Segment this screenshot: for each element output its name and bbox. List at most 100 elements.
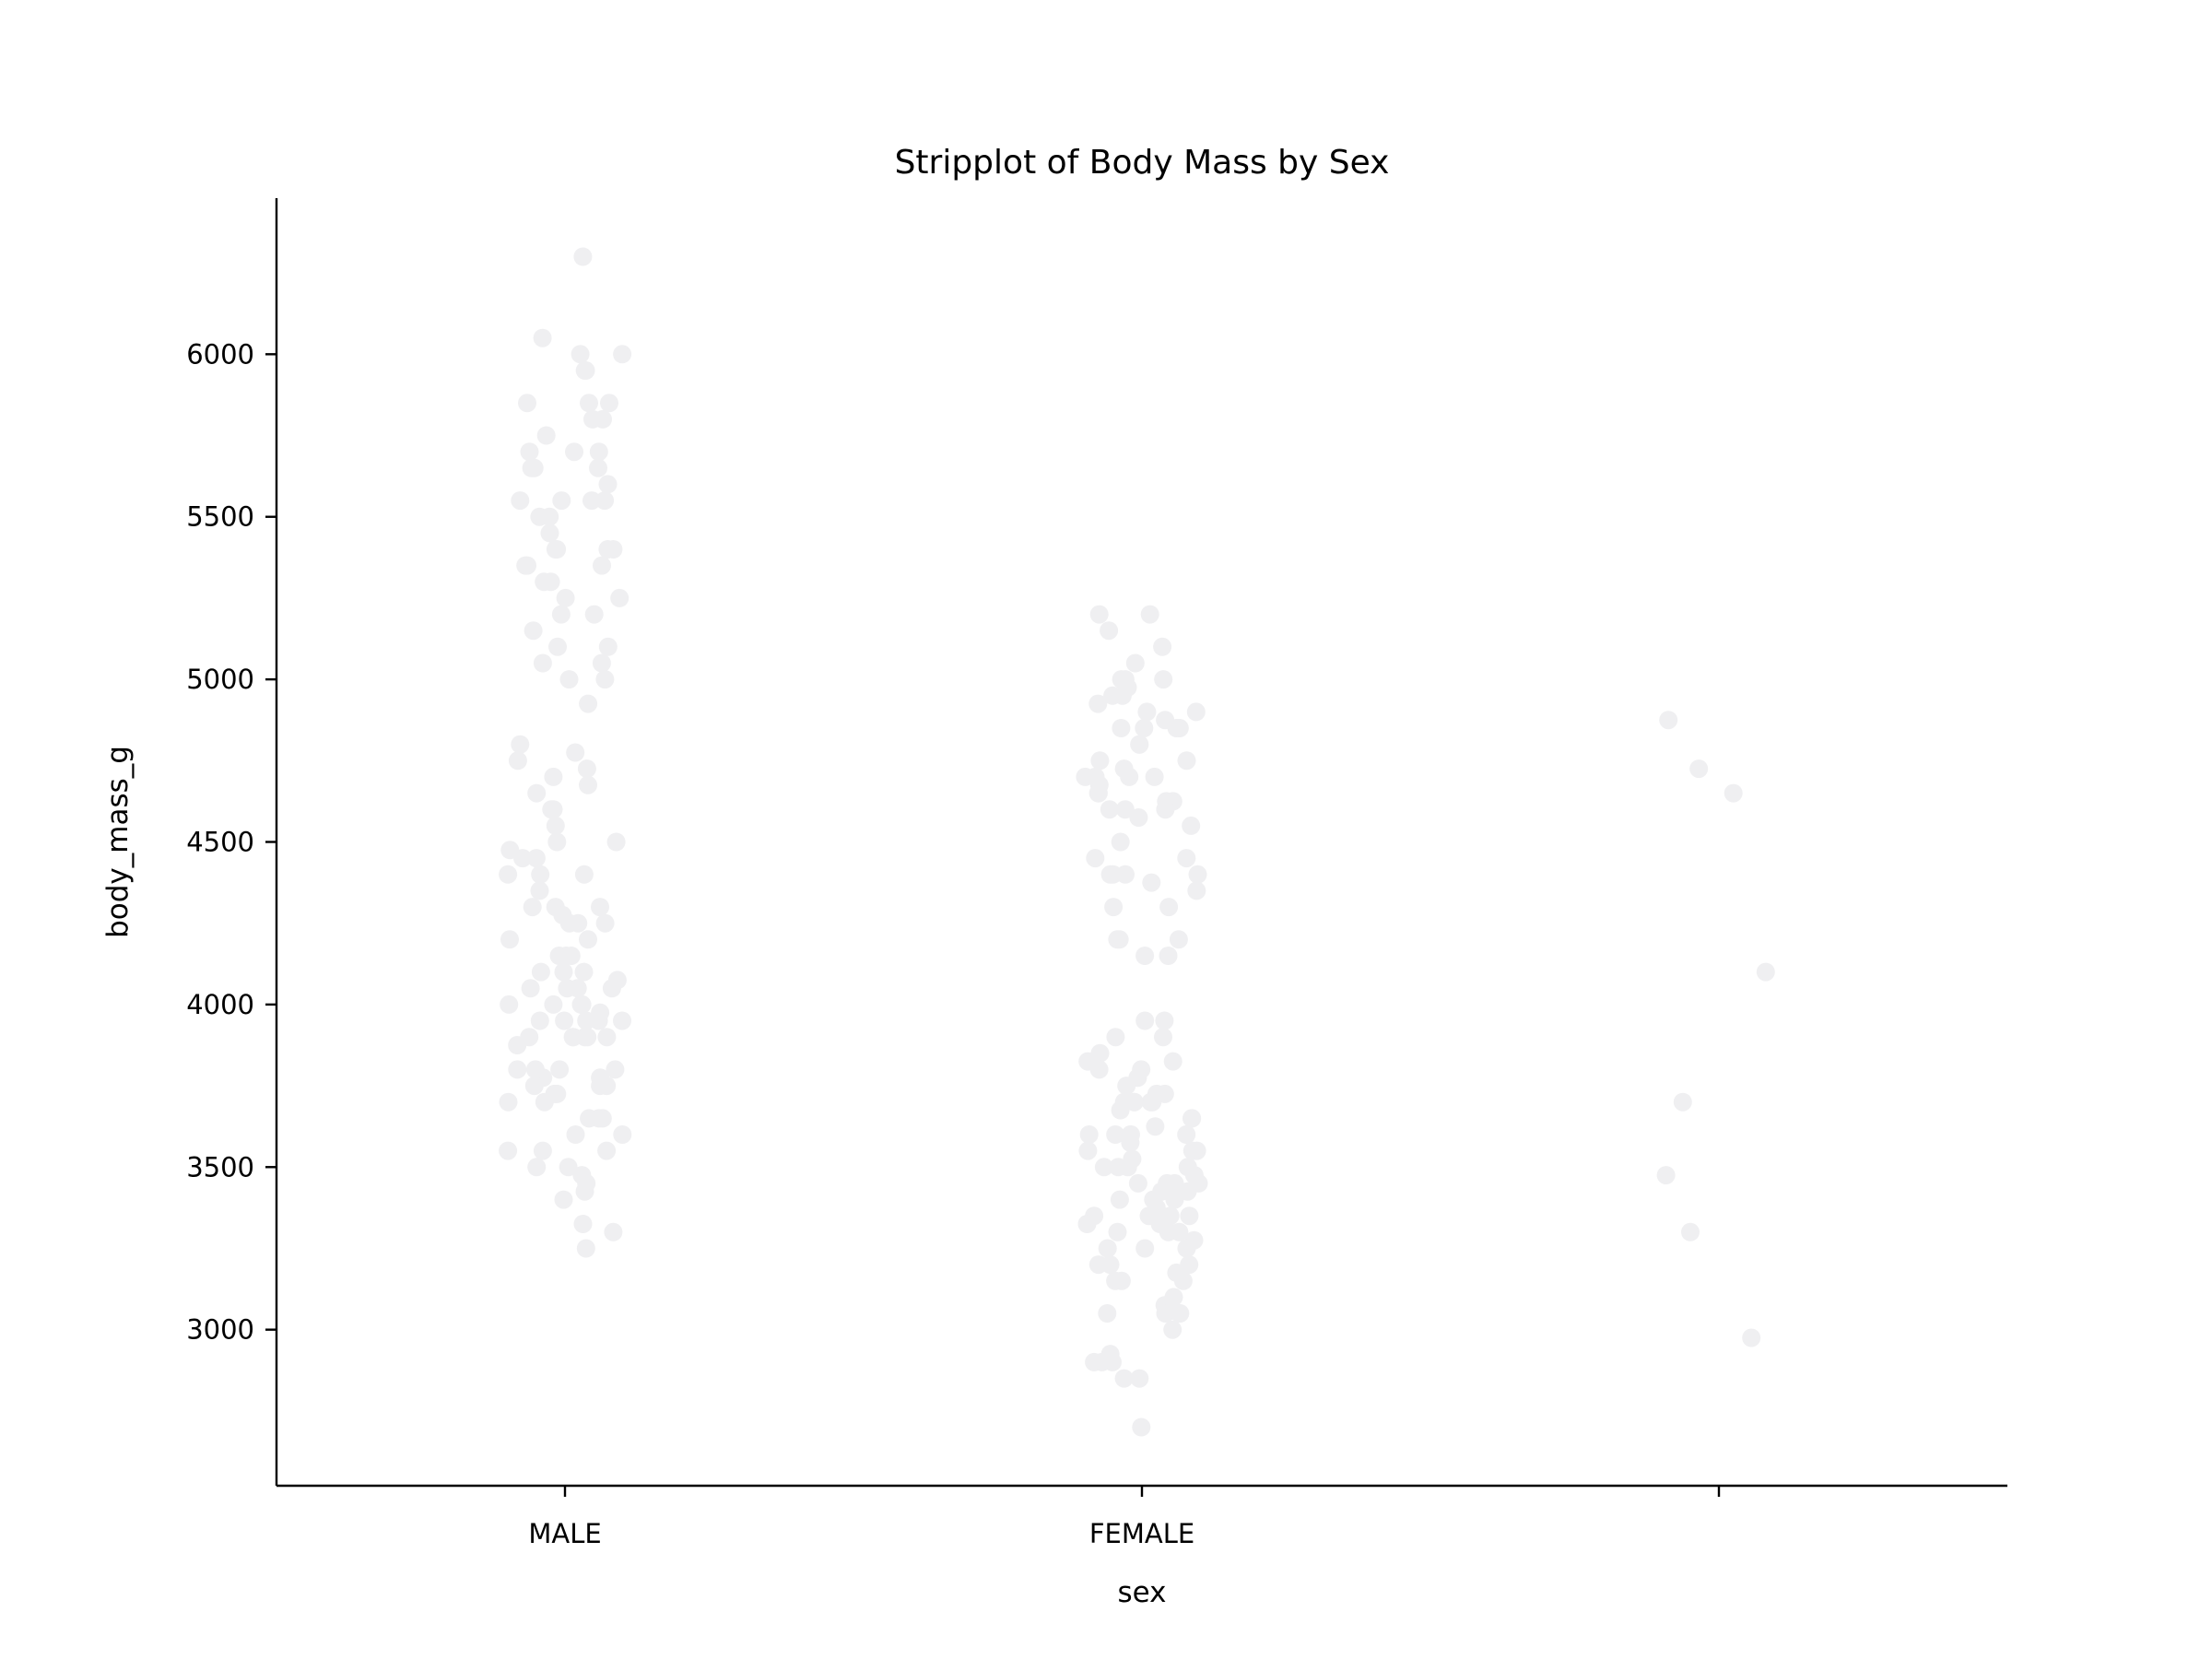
data-point <box>1077 1215 1097 1233</box>
data-point <box>1120 767 1139 786</box>
data-point <box>508 1060 527 1079</box>
data-point <box>592 653 611 673</box>
data-point <box>1111 1100 1130 1120</box>
data-point <box>1106 1125 1125 1144</box>
data-point <box>613 1011 631 1030</box>
data-point <box>1124 1092 1144 1112</box>
data-point <box>1117 1077 1136 1096</box>
data-point <box>1110 1190 1129 1209</box>
data-point <box>589 458 607 477</box>
data-point <box>1186 702 1206 722</box>
data-point <box>613 345 632 364</box>
data-point <box>530 1011 549 1030</box>
x-axis-ticks: MALE FEMALE <box>528 1486 1721 1549</box>
data-point <box>1109 1158 1128 1177</box>
data-point <box>522 458 541 477</box>
data-point <box>1159 1222 1178 1241</box>
data-point <box>1089 1060 1109 1079</box>
data-point <box>1724 783 1743 803</box>
data-point <box>573 1215 593 1233</box>
data-point <box>1142 873 1161 892</box>
data-point <box>1153 637 1172 656</box>
data-point <box>508 751 527 771</box>
data-point <box>1169 930 1188 949</box>
data-point <box>499 865 518 884</box>
data-point <box>1159 898 1179 917</box>
data-point <box>500 994 519 1014</box>
data-point <box>591 1077 610 1096</box>
data-point <box>597 1028 617 1047</box>
data-point <box>1085 1352 1104 1371</box>
y-tick-label: 3500 <box>186 1151 254 1182</box>
data-point <box>1167 719 1186 737</box>
data-point <box>580 394 598 413</box>
data-point <box>589 442 608 462</box>
data-point <box>1173 1271 1193 1290</box>
data-point <box>1177 751 1196 771</box>
data-point <box>499 1141 518 1160</box>
data-point <box>523 898 542 917</box>
data-point <box>1177 1239 1196 1258</box>
data-point <box>1756 962 1775 982</box>
data-point <box>1100 800 1119 819</box>
data-point <box>1088 783 1108 803</box>
data-point <box>548 637 567 656</box>
data-point <box>1140 605 1159 624</box>
data-point <box>595 491 615 511</box>
data-point <box>1100 621 1119 641</box>
data-point <box>1115 800 1135 819</box>
data-point <box>1078 1141 1098 1160</box>
data-point <box>1156 800 1175 819</box>
data-point <box>1154 1028 1172 1047</box>
data-point <box>579 694 598 713</box>
data-point <box>1742 1328 1761 1347</box>
data-point <box>1689 759 1709 779</box>
data-point <box>500 930 519 949</box>
chart-title: Stripplot of Body Mass by Sex <box>895 144 1390 182</box>
data-point <box>571 345 590 364</box>
data-point <box>583 409 602 429</box>
data-point <box>499 1092 518 1112</box>
data-point <box>550 1060 570 1079</box>
data-point <box>1656 1166 1676 1185</box>
data-point <box>1170 1304 1189 1323</box>
data-point <box>1094 1158 1113 1177</box>
data-point <box>1103 865 1123 884</box>
data-point <box>598 475 618 494</box>
data-point <box>1088 694 1108 713</box>
data-point <box>557 947 576 965</box>
data-point <box>1165 1190 1184 1209</box>
data-point <box>598 540 618 559</box>
data-point <box>511 491 530 511</box>
y-tick-label: 3000 <box>186 1314 254 1346</box>
data-point <box>518 394 536 413</box>
data-point <box>1112 686 1132 705</box>
data-point <box>524 621 543 641</box>
data-point <box>526 849 546 868</box>
data-point <box>579 775 597 794</box>
y-tick-label: 4500 <box>186 827 254 858</box>
data-point <box>1673 1092 1692 1112</box>
data-point <box>531 865 550 884</box>
y-axis-label: body_mass_g <box>101 746 135 938</box>
data-point <box>1129 808 1148 827</box>
y-axis-ticks: 3000 3500 4000 4500 5000 5500 6000 <box>186 338 276 1346</box>
x-axis-label: sex <box>1117 1576 1166 1609</box>
data-point <box>582 491 601 511</box>
data-point <box>1104 898 1124 917</box>
data-point <box>1155 1011 1174 1030</box>
data-point <box>1090 751 1110 771</box>
data-point <box>1135 947 1155 965</box>
data-point <box>1681 1222 1700 1241</box>
data-point <box>574 865 594 884</box>
data-point <box>1132 1418 1151 1437</box>
data-point <box>578 1028 597 1047</box>
data-point <box>530 881 549 900</box>
data-point <box>1086 849 1105 868</box>
data-point <box>1135 1011 1155 1030</box>
data-point <box>602 979 621 998</box>
data-point <box>1128 1173 1147 1193</box>
data-point <box>554 1190 573 1209</box>
y-tick-label: 4000 <box>186 989 254 1020</box>
x-tick-label: MALE <box>528 1518 601 1549</box>
